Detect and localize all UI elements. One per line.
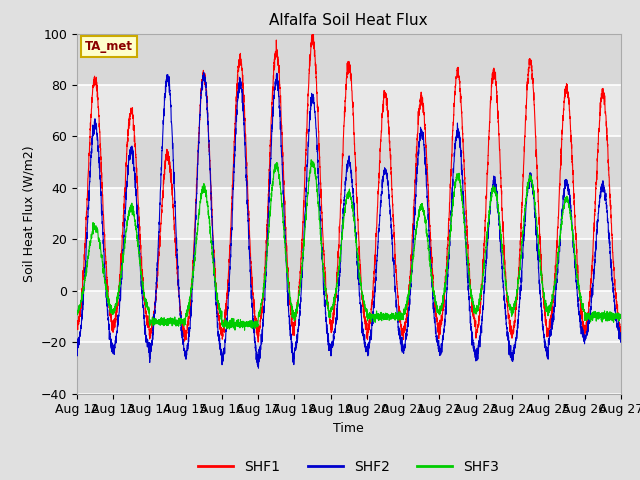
SHF2 <box>171 188 179 194</box>
SHF3 <box>617 312 625 317</box>
Bar <box>77 136 621 188</box>
SHF1 <box>254 339 262 345</box>
Bar <box>77 342 621 394</box>
Bar <box>77 188 621 240</box>
SHF2 <box>73 348 81 353</box>
SHF3 <box>471 307 479 312</box>
Bar <box>77 34 621 85</box>
SHF1 <box>502 273 509 279</box>
SHF3 <box>171 321 179 327</box>
SHF1 <box>308 30 316 36</box>
Legend: SHF1, SHF2, SHF3: SHF1, SHF2, SHF3 <box>193 455 505 480</box>
SHF2 <box>617 338 625 344</box>
SHF2 <box>616 335 624 340</box>
SHF1 <box>441 290 449 296</box>
Y-axis label: Soil Heat Flux (W/m2): Soil Heat Flux (W/m2) <box>22 145 35 282</box>
SHF2 <box>329 344 337 350</box>
SHF1 <box>329 318 337 324</box>
SHF3 <box>441 287 449 293</box>
Bar <box>77 85 621 136</box>
SHF2 <box>200 69 207 75</box>
SHF3 <box>502 276 509 282</box>
SHF2 <box>255 365 262 371</box>
SHF3 <box>329 304 337 310</box>
SHF2 <box>441 323 449 329</box>
Bar <box>77 240 621 291</box>
SHF1 <box>471 321 479 327</box>
SHF1 <box>73 319 81 324</box>
SHF3 <box>307 157 315 163</box>
Line: SHF3: SHF3 <box>77 160 621 330</box>
Title: Alfalfa Soil Heat Flux: Alfalfa Soil Heat Flux <box>269 13 428 28</box>
Line: SHF2: SHF2 <box>77 72 621 368</box>
Line: SHF1: SHF1 <box>77 33 621 342</box>
SHF1 <box>171 226 179 232</box>
SHF2 <box>502 316 509 322</box>
Bar <box>77 291 621 342</box>
SHF3 <box>73 311 81 317</box>
SHF3 <box>616 315 624 321</box>
SHF2 <box>471 346 479 352</box>
Text: TA_met: TA_met <box>85 40 133 53</box>
X-axis label: Time: Time <box>333 422 364 435</box>
SHF3 <box>241 327 248 333</box>
SHF1 <box>616 326 624 332</box>
SHF1 <box>617 324 625 330</box>
